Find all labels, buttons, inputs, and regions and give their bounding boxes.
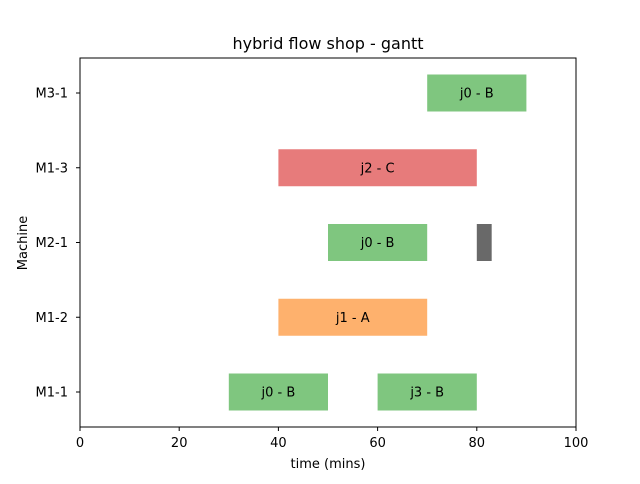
task-bar-label: j0 - B	[261, 386, 296, 401]
y-axis-label: Machine	[16, 216, 31, 270]
x-tick-label: 40	[270, 436, 287, 451]
x-tick-label: 0	[76, 436, 84, 451]
task-bar	[377, 373, 477, 411]
task-bar	[328, 224, 428, 261]
task-bar	[427, 74, 527, 112]
task-bar	[228, 373, 328, 411]
y-tick-label: M1-1	[36, 386, 68, 401]
y-axis: M1-1 M1-2 M2-1 M1-3 M3-1	[36, 87, 80, 401]
x-tick-label: 20	[171, 436, 188, 451]
chart-title: hybrid flow shop - gantt	[232, 34, 423, 53]
x-tick-label: 100	[564, 436, 589, 451]
y-tick-label: M2-1	[36, 236, 68, 251]
task-bar	[476, 224, 492, 261]
x-axis-label: time (mins)	[291, 457, 366, 472]
task-bar-label: j3 - B	[409, 386, 444, 401]
task-bar	[278, 298, 428, 336]
x-axis: 0 20 40 60 80 100	[76, 427, 589, 451]
y-tick-label: M1-3	[36, 161, 68, 176]
y-tick-label: M1-2	[36, 311, 68, 326]
task-bar	[278, 149, 477, 187]
x-tick-label: 80	[469, 436, 486, 451]
bars-layer: j0 - B j3 - B j1 - A j0 - B j2 - C j0 - B	[228, 74, 527, 411]
task-bar-label: j1 - A	[335, 311, 370, 326]
task-bar-label: j2 - C	[360, 161, 395, 176]
task-bar-label: j0 - B	[459, 87, 494, 102]
x-tick-label: 60	[369, 436, 386, 451]
task-bar-label: j0 - B	[360, 236, 395, 251]
y-tick-label: M3-1	[36, 87, 68, 102]
